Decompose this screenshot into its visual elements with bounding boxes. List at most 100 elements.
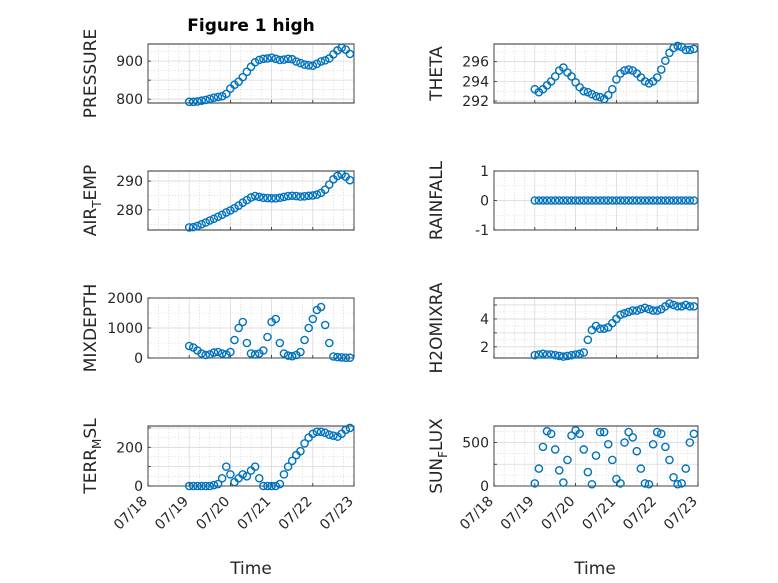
subplot-pressure: 800 900 PRESSURE: [81, 29, 355, 118]
data-point: [677, 302, 686, 311]
data-point: [628, 306, 638, 315]
y-axis-label-sun_flux: SUNFLUX: [427, 418, 450, 494]
data-point: [197, 219, 206, 229]
data-point: [636, 464, 646, 473]
data-point: [337, 170, 346, 179]
data-point: [583, 87, 593, 97]
data-point: [267, 481, 276, 491]
data-point: [620, 66, 629, 75]
y-axis-label-air_temp: AIRTEMP: [81, 165, 104, 236]
data-point: [554, 466, 564, 475]
data-point: [620, 438, 629, 447]
data-point: [197, 96, 206, 106]
data-point: [213, 212, 223, 222]
data-point: [201, 218, 210, 227]
data-point: [661, 196, 670, 205]
data-point: [661, 442, 670, 452]
data-point: [603, 439, 613, 449]
data-point: [217, 473, 227, 483]
data-point: [193, 481, 202, 491]
data-point: [599, 427, 609, 437]
data-point: [632, 196, 642, 205]
axes-frame: [147, 170, 355, 231]
data-point: [648, 439, 658, 449]
subplot-air_temp: 280 290 AIRTEMP: [81, 165, 355, 236]
data-point: [616, 310, 625, 320]
data-point: [677, 479, 686, 488]
data-point: [603, 90, 613, 100]
y-tick-label: -1: [475, 223, 489, 239]
y-tick-label: 4: [480, 312, 489, 328]
data-point: [673, 41, 682, 51]
data-point: [205, 94, 215, 104]
data-point: [656, 196, 666, 205]
data-point: [324, 338, 334, 348]
data-point: [644, 304, 654, 314]
data-point: [673, 479, 682, 489]
data-point: [640, 77, 650, 86]
data-point: [205, 350, 215, 359]
axes-frame: [493, 297, 699, 359]
data-point: [636, 304, 646, 314]
data-point: [275, 193, 285, 203]
data-point: [563, 196, 572, 205]
data-point: [550, 350, 560, 360]
data-point: [648, 196, 658, 205]
data-point: [530, 350, 540, 360]
data-point: [640, 479, 650, 488]
data-point: [656, 65, 666, 74]
data-point: [304, 323, 313, 333]
data-point: [250, 57, 260, 67]
data-point: [205, 216, 215, 225]
y-axis-label-pressure: PRESSURE: [81, 29, 101, 118]
data-point: [271, 54, 281, 64]
data-point: [287, 54, 297, 64]
data-point: [209, 214, 219, 224]
data-point: [205, 481, 215, 491]
data-point: [656, 429, 666, 439]
data-point: [201, 350, 210, 360]
data-point: [238, 72, 248, 82]
data-point: [579, 348, 589, 357]
data-point: [583, 335, 593, 345]
data-point: [550, 196, 560, 205]
data-point: [542, 350, 552, 359]
data-point: [254, 192, 264, 202]
data-point: [616, 196, 625, 205]
data-point: [571, 196, 580, 205]
data-point: [296, 192, 305, 201]
data-point: [316, 57, 326, 66]
data-point: [279, 192, 289, 202]
data-point: [689, 429, 699, 439]
data-point: [184, 97, 194, 107]
data-point: [542, 196, 552, 205]
data-point: [685, 438, 695, 447]
data-point: [595, 92, 605, 102]
data-point: [246, 349, 256, 358]
data-point: [242, 67, 252, 77]
data-point: [546, 350, 556, 359]
data-point: [189, 97, 198, 107]
subplot-terr_msl: 0 200 TERRMSL 07/18 07/19 07/20 07/21 07/22 07/2…: [81, 418, 357, 534]
data-point: [644, 196, 654, 205]
data-point: [296, 446, 305, 456]
data-point: [685, 302, 695, 311]
data-point: [669, 43, 678, 53]
data-point: [300, 192, 309, 201]
data-point: [632, 306, 642, 315]
data-point: [300, 60, 309, 69]
y-tick-label: 800: [116, 92, 143, 108]
data-point: [341, 425, 351, 435]
data-point: [209, 348, 219, 357]
data-point: [234, 323, 243, 333]
data-point: [250, 191, 260, 201]
data-point: [283, 191, 293, 201]
data-point: [308, 61, 318, 70]
data-point: [193, 97, 202, 106]
data-point: [320, 428, 330, 438]
data-point: [575, 349, 584, 359]
data-point: [221, 462, 231, 471]
data-point: [333, 352, 342, 362]
x-tick-label: 07/18: [111, 494, 151, 534]
data-point: [563, 351, 572, 361]
